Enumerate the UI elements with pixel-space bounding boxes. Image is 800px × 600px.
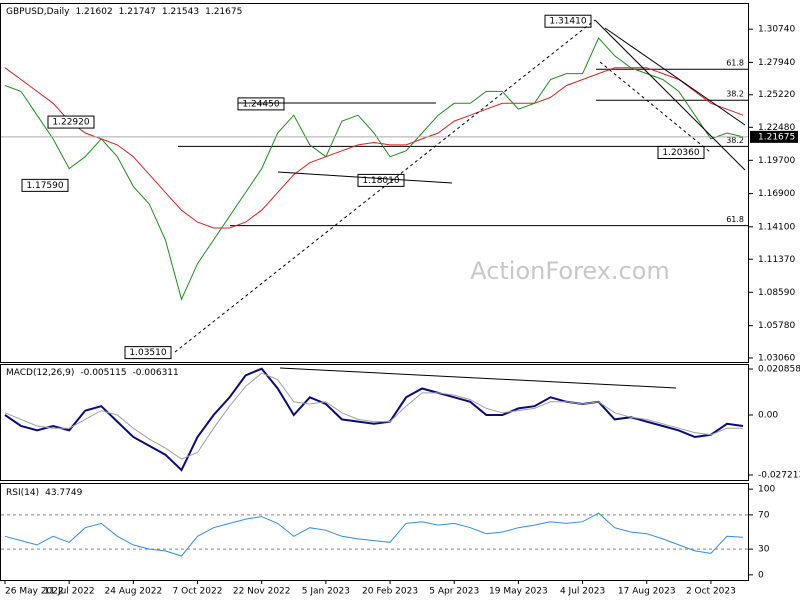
rsi-values: 43.7749	[45, 488, 82, 498]
price-label: 1.17590	[26, 181, 63, 191]
rsi-name: RSI(14)	[6, 488, 39, 498]
ohlc: 1.21602 1.21747 1.21543 1.21675	[75, 7, 242, 17]
fib-label: 61.8	[726, 215, 744, 224]
header-value: -0.005115	[80, 368, 126, 378]
x-tick-label: 20 Feb 2023	[362, 587, 418, 597]
x-tick-label: 11 Jul 2022	[44, 587, 95, 597]
trend-line	[174, 19, 596, 353]
y-tick-label: 1.30740	[758, 25, 795, 35]
last-price-label: 1.21675	[758, 132, 795, 142]
price-label-box	[47, 115, 95, 129]
channel-line	[604, 27, 746, 126]
price-label: 1.31410	[549, 17, 586, 27]
header-value: -0.006311	[133, 368, 179, 378]
y-tick-label: 1.11370	[758, 255, 795, 265]
y-tick-label: 1.08590	[758, 288, 795, 298]
rsi-frame	[0, 483, 749, 581]
watermark: ActionForex.com	[470, 257, 670, 285]
x-tick-label: 7 Oct 2022	[173, 587, 223, 597]
price-label-box	[124, 346, 172, 360]
series-line	[4, 37, 744, 301]
price-label-box	[544, 14, 592, 28]
y-tick-label: 1.14100	[758, 222, 795, 232]
y-tick-label: -0.027213	[758, 471, 800, 481]
y-tick-label: 1.05780	[758, 321, 795, 331]
series-line	[4, 372, 743, 460]
macd-title: MACD(12,26,9) -0.005115 -0.006311	[6, 368, 179, 378]
price-label: 1.24450	[242, 99, 279, 109]
channel-line	[594, 19, 746, 171]
chart-title: GBPUSD,Daily 1.21602 1.21747 1.21543 1.21675	[6, 7, 242, 17]
fib-label: 38.2	[726, 136, 744, 145]
x-tick-label: 19 May 2023	[489, 587, 548, 597]
y-tick-label: 1.16900	[758, 189, 795, 199]
header-value: 1.21543	[162, 7, 199, 17]
price-frame	[0, 3, 749, 363]
y-tick-label: 1.27940	[758, 58, 795, 68]
price-label-box	[21, 178, 69, 192]
fib-label: 38.2	[726, 90, 744, 99]
trend-lines	[174, 19, 746, 389]
fib-label: 61.8	[726, 59, 744, 68]
price-label: 1.03510	[129, 348, 166, 358]
x-tick-label: 24 Aug 2022	[105, 587, 163, 597]
y-tick-label: 0	[758, 570, 764, 580]
plot-layer: 1.30740 1.27940 1.25220 1.22480 1.19700 1.169…	[1, 14, 800, 597]
price-label: 1.22920	[52, 118, 89, 128]
header-value: 1.21747	[119, 7, 156, 17]
price-label-box	[657, 145, 705, 159]
series-line	[4, 67, 744, 229]
y-tick-label: 0.00	[758, 410, 778, 420]
y-tick-label: 1.19700	[758, 156, 795, 166]
y-tick-label: 1.03060	[758, 353, 795, 363]
x-tick-label: 4 Jul 2023	[560, 587, 605, 597]
y-tick-label: 70	[758, 510, 770, 520]
macd-values: -0.005115 -0.006311	[80, 368, 178, 378]
y-tick-label: 100	[758, 485, 775, 495]
macd-trend-line	[279, 367, 677, 389]
support-line	[277, 171, 453, 184]
x-tick-label: 22 Nov 2022	[233, 587, 291, 597]
price-label: 1.20360	[662, 148, 699, 158]
price-label: 1.18010	[362, 176, 399, 186]
y-tick-label: 0.020858	[758, 364, 800, 374]
macd-name: MACD(12,26,9)	[6, 368, 74, 378]
x-tick-label: 5 Jan 2023	[302, 587, 350, 597]
x-tick-label: 17 Aug 2023	[618, 587, 676, 597]
x-tick-label: 2 Oct 2023	[686, 587, 736, 597]
header-value: 1.21602	[75, 7, 112, 17]
macd-frame	[0, 364, 749, 481]
y-tick-label: 30	[758, 545, 770, 555]
header-value: 1.21675	[205, 7, 242, 17]
y-tick-label: 1.25220	[758, 90, 795, 100]
x-tick-label: 26 May 2022	[5, 587, 64, 597]
last-price-box	[750, 130, 798, 143]
rsi-title: RSI(14) 43.7749	[6, 488, 83, 498]
x-tick-label: 5 Apr 2023	[429, 587, 479, 597]
series-line	[4, 367, 744, 472]
price-label-box	[237, 97, 285, 111]
header-value: 43.7749	[45, 488, 82, 498]
y-tick-label: 1.22480	[758, 123, 795, 133]
symbol: GBPUSD,Daily	[6, 7, 70, 17]
series-line	[4, 512, 744, 557]
